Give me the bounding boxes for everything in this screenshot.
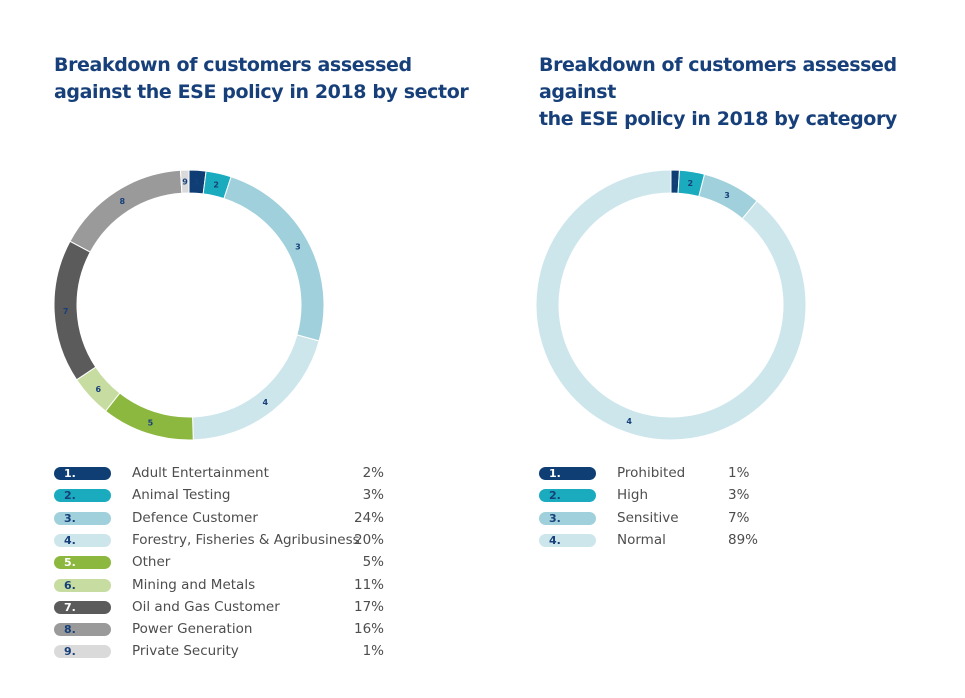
legend-swatch: 3. bbox=[539, 511, 596, 525]
legend-value: 3% bbox=[728, 487, 750, 504]
legend-label: Sensitive bbox=[617, 509, 679, 526]
legend-label: Normal bbox=[617, 531, 666, 548]
donut-segment-category-4 bbox=[535, 169, 807, 441]
sector-donut-chart: 1 2 3 4 5 6 7 8 9 bbox=[53, 169, 325, 441]
legend-value: 1% bbox=[728, 465, 750, 481]
legend-label: Animal Testing bbox=[132, 487, 231, 504]
legend-item: 3. Sensitive 7% bbox=[539, 509, 759, 529]
legend-label: Oil and Gas Customer bbox=[132, 598, 280, 615]
category-chart-title: Breakdown of customers assessed against … bbox=[539, 54, 897, 130]
donut-segment-sector-4 bbox=[192, 334, 320, 441]
legend-item: 1. Adult Entertainment 2% bbox=[54, 464, 384, 484]
category-donut-chart: 1 2 3 4 bbox=[535, 169, 807, 441]
legend-label: Prohibited bbox=[617, 465, 686, 481]
legend-label: Forestry, Fisheries & Agribusiness bbox=[132, 531, 360, 548]
legend-value: 89% bbox=[728, 531, 759, 548]
category-chart-panel: Breakdown of customers assessed against … bbox=[483, 0, 965, 698]
legend-swatch: 7. bbox=[54, 600, 111, 614]
donut-segment-label: 3 bbox=[295, 243, 301, 252]
legend-value: 3% bbox=[362, 487, 384, 504]
legend-item: 6. Mining and Metals 11% bbox=[54, 576, 384, 596]
legend-value: 17% bbox=[353, 598, 384, 615]
legend-swatch: 4. bbox=[539, 533, 596, 547]
donut-segment-label: 5 bbox=[148, 418, 154, 427]
legend-label: Adult Entertainment bbox=[132, 465, 269, 481]
legend-label: Power Generation bbox=[132, 621, 253, 638]
legend-item: 1. Prohibited 1% bbox=[539, 464, 759, 484]
donut-segment-label: 1 bbox=[672, 178, 678, 187]
donut-segment-label: 6 bbox=[95, 385, 101, 394]
donut-segment-label: 4 bbox=[626, 417, 632, 426]
legend-value: 24% bbox=[353, 509, 384, 526]
legend-swatch: 4. bbox=[54, 533, 111, 547]
legend-value: 2% bbox=[362, 465, 384, 481]
donut-segment-sector-7 bbox=[53, 240, 97, 381]
donut-segment-label: 2 bbox=[213, 181, 219, 190]
legend-swatch: 2. bbox=[54, 489, 111, 503]
legend-swatch: 2. bbox=[539, 489, 596, 503]
legend-item: 3. Defence Customer 24% bbox=[54, 509, 384, 529]
legend-swatch: 1. bbox=[539, 467, 596, 480]
legend-label: Defence Customer bbox=[132, 509, 258, 526]
donut-segment-label: 7 bbox=[63, 307, 69, 316]
legend-value: 7% bbox=[728, 509, 750, 526]
donut-segment-label: 3 bbox=[724, 191, 730, 200]
donut-segment-label: 4 bbox=[263, 398, 269, 407]
legend-value: 16% bbox=[353, 621, 384, 638]
sector-chart-panel: Breakdown of customers assessed against … bbox=[0, 0, 480, 698]
donut-segment-label: 9 bbox=[182, 178, 188, 187]
legend-label: High bbox=[617, 487, 649, 504]
legend-value: 20% bbox=[353, 531, 384, 548]
donut-segment-sector-3 bbox=[223, 176, 325, 342]
legend-item: 4. Normal 89% bbox=[539, 531, 759, 551]
donut-segment-sector-9 bbox=[179, 169, 190, 194]
legend-item: 5. Other 5% bbox=[54, 553, 384, 573]
legend-item: 2. Animal Testing 3% bbox=[54, 486, 384, 506]
legend-item: 2. High 3% bbox=[539, 486, 759, 506]
legend-value: 1% bbox=[362, 643, 384, 660]
legend-label: Other bbox=[132, 554, 171, 571]
legend-swatch: 3. bbox=[54, 511, 111, 525]
legend-value: 5% bbox=[362, 554, 384, 571]
donut-segment-label: 2 bbox=[688, 179, 694, 188]
legend-swatch: 8. bbox=[54, 623, 111, 637]
donut-segment-sector-5 bbox=[104, 392, 194, 441]
donut-segment-label: 1 bbox=[194, 178, 200, 187]
legend-item: 9. Private Security 1% bbox=[54, 642, 384, 662]
legend-swatch: 1. bbox=[54, 467, 111, 480]
legend-item: 4. Forestry, Fisheries & Agribusiness 20% bbox=[54, 531, 384, 551]
legend-swatch: 9. bbox=[54, 645, 111, 659]
sector-chart-title: Breakdown of customers assessed against … bbox=[54, 54, 469, 103]
legend-value: 11% bbox=[353, 576, 384, 593]
legend-item: 8. Power Generation 16% bbox=[54, 620, 384, 640]
legend-label: Private Security bbox=[132, 643, 239, 660]
legend-swatch: 5. bbox=[54, 556, 111, 570]
donut-segment-sector-8 bbox=[69, 169, 183, 253]
donut-segment-label: 8 bbox=[119, 197, 125, 206]
legend-label: Mining and Metals bbox=[132, 576, 256, 593]
legend-item: 7. Oil and Gas Customer 17% bbox=[54, 598, 384, 618]
legend-swatch: 6. bbox=[54, 578, 111, 592]
